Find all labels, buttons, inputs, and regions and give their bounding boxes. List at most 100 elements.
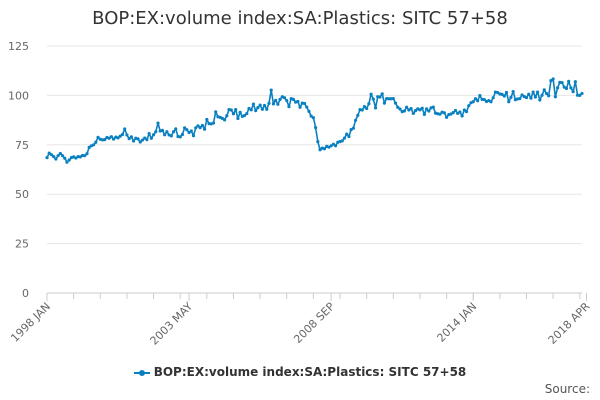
data-point[interactable] [194,126,198,130]
data-point[interactable] [129,135,133,139]
data-point[interactable] [387,97,391,101]
data-point[interactable] [120,132,125,137]
data-point[interactable] [398,107,402,111]
data-point[interactable] [555,86,560,90]
data-point[interactable] [234,108,238,112]
data-point[interactable] [200,123,204,128]
data-point[interactable] [507,100,511,104]
data-point[interactable] [245,111,249,116]
data-point[interactable] [467,104,471,108]
data-point[interactable] [205,117,209,122]
data-point[interactable] [123,127,127,131]
data-point[interactable] [580,91,584,96]
data-point[interactable] [238,110,242,114]
data-point[interactable] [356,113,360,117]
data-point[interactable] [422,112,426,116]
data-point[interactable] [198,126,202,130]
data-point[interactable] [567,79,571,83]
data-point[interactable] [125,133,129,137]
data-point[interactable] [489,100,493,104]
data-point[interactable] [314,126,318,130]
data-point[interactable] [511,90,515,94]
data-point[interactable] [222,118,227,122]
data-point[interactable] [471,100,475,104]
data-point[interactable] [391,96,395,101]
data-point[interactable] [109,135,113,139]
data-point[interactable] [551,77,555,81]
data-point[interactable] [140,138,145,142]
data-point[interactable] [58,151,62,156]
data-point[interactable] [203,127,207,131]
data-point[interactable] [118,134,122,138]
data-point[interactable] [482,97,486,102]
data-point[interactable] [251,102,256,106]
data-point[interactable] [425,107,429,111]
data-point[interactable] [309,114,313,118]
data-point[interactable] [174,127,178,131]
data-point[interactable] [296,99,300,104]
data-point[interactable] [329,144,333,148]
data-point[interactable] [136,137,140,141]
data-point[interactable] [185,128,189,132]
data-point[interactable] [143,136,147,140]
data-point[interactable] [220,116,224,120]
data-point[interactable] [54,157,58,161]
data-point[interactable] [287,105,291,109]
data-point[interactable] [311,116,315,120]
data-point[interactable] [63,156,67,160]
data-point[interactable] [540,93,544,97]
data-point[interactable] [369,92,373,96]
data-point[interactable] [322,147,327,151]
data-point[interactable] [85,152,89,156]
data-point[interactable] [382,101,387,105]
data-point[interactable] [160,128,165,132]
data-point[interactable] [149,136,153,140]
data-point[interactable] [231,112,236,116]
data-point[interactable] [542,88,546,92]
data-point[interactable] [458,110,462,114]
data-point[interactable] [476,99,480,103]
data-point[interactable] [520,93,524,97]
data-point[interactable] [163,133,167,137]
data-point[interactable] [460,114,464,118]
data-point[interactable] [564,86,569,91]
data-point[interactable] [151,133,156,137]
data-point[interactable] [214,110,218,114]
data-point[interactable] [60,154,65,158]
data-point[interactable] [380,92,384,96]
data-point[interactable] [302,101,307,106]
data-point[interactable] [112,137,116,141]
data-point[interactable] [87,145,91,149]
data-point[interactable] [285,98,289,103]
data-point[interactable] [305,105,309,109]
data-point[interactable] [571,90,575,94]
data-point[interactable] [353,118,358,122]
data-point[interactable] [402,109,407,113]
data-point[interactable] [409,107,413,111]
data-point[interactable] [191,134,196,138]
data-point[interactable] [536,90,540,94]
data-point[interactable] [249,108,253,112]
data-point[interactable] [307,109,311,114]
data-point[interactable] [107,136,111,140]
data-point[interactable] [267,101,271,105]
data-point[interactable] [378,95,382,99]
data-point[interactable] [318,148,322,152]
data-point[interactable] [236,116,240,121]
data-point[interactable] [256,106,260,110]
data-point[interactable] [96,135,100,139]
data-point[interactable] [464,110,469,114]
data-point[interactable] [171,130,176,134]
data-point[interactable] [147,131,151,136]
data-point[interactable] [367,102,371,106]
data-point[interactable] [242,113,247,118]
data-point[interactable] [67,158,71,162]
data-point[interactable] [524,95,529,100]
data-point[interactable] [138,140,142,144]
data-point[interactable] [578,93,582,97]
data-point[interactable] [553,95,557,99]
data-point[interactable] [420,106,424,110]
data-point[interactable] [254,109,258,113]
data-point[interactable] [127,137,131,141]
data-point[interactable] [56,154,60,158]
